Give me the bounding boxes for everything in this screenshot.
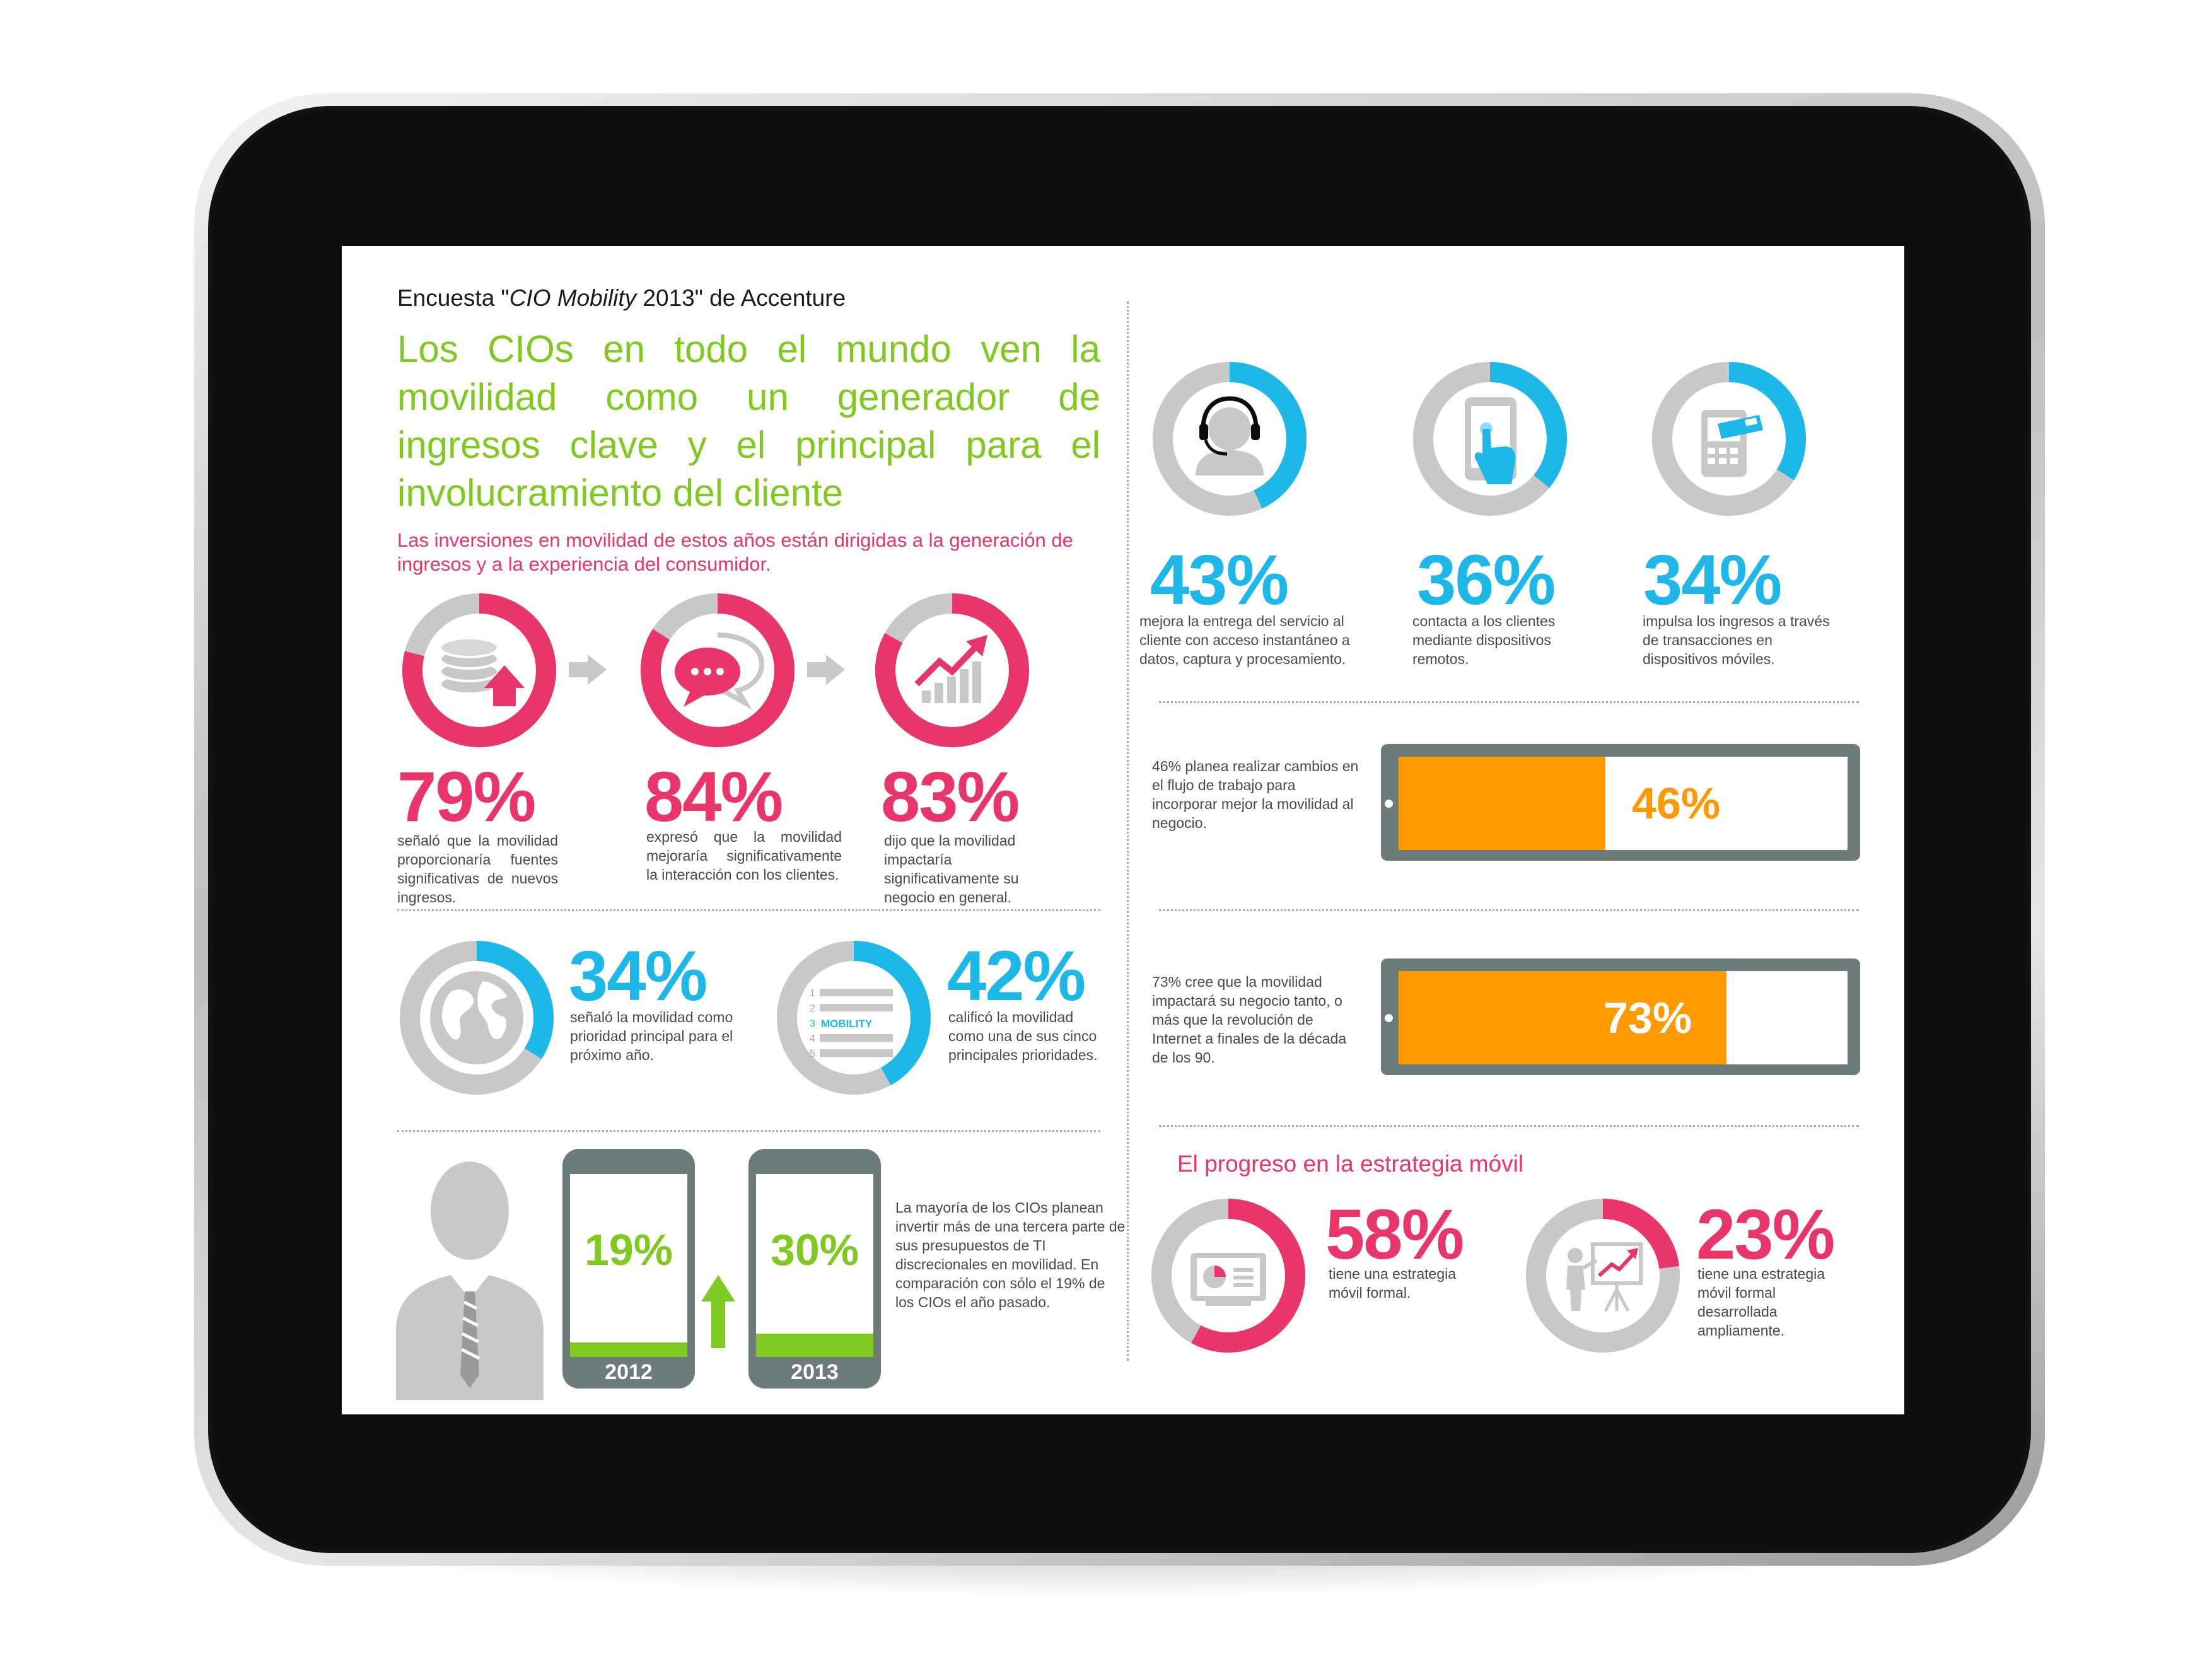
priority-text-2: calificó la movilidad como una de sus ci… bbox=[948, 1009, 1098, 1063]
svg-text:1: 1 bbox=[810, 988, 815, 999]
growth-chart-icon bbox=[914, 635, 987, 703]
customer-text-1: mejora la entrega del servicio al client… bbox=[1139, 613, 1350, 667]
battery-text-1: 46% planea realizar cambios en el flujo … bbox=[1152, 758, 1359, 831]
phone-2012-pct: 19% bbox=[584, 1225, 673, 1274]
priority-text-1: señaló la movilidad como prioridad princ… bbox=[570, 1009, 733, 1063]
customer-text-2: contacta a los clientes mediante disposi… bbox=[1412, 613, 1556, 667]
customer-ring-3 bbox=[1648, 358, 1810, 520]
customer-text-3: impulsa los ingresos a través de transac… bbox=[1643, 613, 1830, 667]
phone-2012-bar bbox=[570, 1342, 687, 1357]
strategy-text-2: tiene una estrategia móvil formal desarr… bbox=[1697, 1266, 1825, 1339]
flow-arrow-1-shaft bbox=[569, 662, 590, 677]
revenue-text-2: expresó que la movilidad mejoraría signi… bbox=[646, 829, 842, 883]
strategy-ring-1 bbox=[1148, 1195, 1309, 1356]
globe-icon bbox=[430, 971, 523, 1064]
battery-46: 46% bbox=[1381, 744, 1860, 861]
chat-bubbles-icon bbox=[675, 632, 765, 710]
battery-46-fill bbox=[1399, 757, 1605, 850]
customer-pct-3: 34% bbox=[1643, 540, 1782, 619]
strategy-pct-1: 58% bbox=[1325, 1195, 1464, 1274]
headline: Los CIOs en todo el mundo ven la movilid… bbox=[397, 328, 1100, 514]
revenue-pct-2: 84% bbox=[644, 757, 783, 836]
flow-arrow-2 bbox=[826, 655, 845, 685]
budget-text: La mayoría de los CIOs planean invertir … bbox=[895, 1199, 1126, 1310]
headset-agent-icon bbox=[1196, 396, 1264, 475]
presenter-chart-icon bbox=[1566, 1242, 1643, 1312]
priority-ring-1 bbox=[396, 937, 557, 1098]
flow-arrow-1 bbox=[588, 655, 607, 685]
customer-ring-2 bbox=[1409, 358, 1571, 520]
touch-phone-icon bbox=[1465, 397, 1516, 484]
customer-pct-1: 43% bbox=[1150, 540, 1289, 619]
revenue-text-3: dijo que la movilidad impactaría signifi… bbox=[884, 832, 1019, 906]
customer-pct-2: 36% bbox=[1417, 540, 1556, 619]
subhead: Las inversiones en movilidad de estos añ… bbox=[397, 529, 1073, 575]
mobile-payment-icon bbox=[1701, 410, 1763, 477]
battery-73-nub bbox=[1385, 1014, 1393, 1022]
flow-arrow-2-shaft bbox=[807, 662, 829, 677]
revenue-pct-3: 83% bbox=[881, 757, 1020, 836]
divider-left-1 bbox=[397, 909, 1100, 911]
coins-up-icon bbox=[439, 637, 525, 706]
revenue-pct-1: 79% bbox=[397, 757, 536, 836]
phone-2013: 30% 2013 bbox=[748, 1149, 881, 1389]
revenue-ring-3 bbox=[871, 590, 1033, 751]
phone-2012-year: 2012 bbox=[605, 1360, 653, 1384]
battery-73-pct: 73% bbox=[1604, 993, 1692, 1042]
priority-pct-2: 42% bbox=[947, 936, 1086, 1015]
strategy-ring-2 bbox=[1522, 1195, 1684, 1356]
battery-46-pct: 46% bbox=[1632, 779, 1721, 828]
strategy-title: El progreso en la estrategia móvil bbox=[1177, 1151, 1524, 1177]
priority-list-icon: 1 2 3 4 5 MOBILITY bbox=[810, 988, 893, 1059]
priority-pct-1: 34% bbox=[569, 936, 707, 1015]
divider-right-1 bbox=[1159, 701, 1859, 703]
divider-right-2 bbox=[1159, 909, 1859, 911]
battery-46-nub bbox=[1385, 800, 1393, 808]
infographic-screen: Encuesta "CIO Mobility 2013" de Accentur… bbox=[342, 246, 1904, 1414]
divider-right-3 bbox=[1159, 1125, 1859, 1127]
battery-73: 73% bbox=[1381, 958, 1860, 1075]
revenue-ring-2 bbox=[637, 590, 798, 751]
businessman-icon bbox=[396, 1162, 544, 1400]
phone-2013-pct: 30% bbox=[770, 1225, 859, 1274]
svg-text:5: 5 bbox=[810, 1049, 815, 1059]
customer-ring-1 bbox=[1149, 358, 1310, 520]
strategy-text-1: tiene una estrategia móvil formal. bbox=[1329, 1266, 1457, 1301]
divider-left-2 bbox=[397, 1130, 1100, 1132]
svg-text:MOBILITY: MOBILITY bbox=[821, 1018, 873, 1030]
phone-2012: 19% 2012 bbox=[562, 1149, 695, 1389]
survey-kicker: Encuesta "CIO Mobility 2013" de Accentur… bbox=[397, 285, 846, 311]
revenue-text-1: señaló que la movilidad proporcionaría f… bbox=[397, 832, 558, 906]
revenue-ring-1 bbox=[399, 590, 560, 751]
svg-text:3: 3 bbox=[810, 1018, 815, 1029]
phone-2013-bar bbox=[756, 1334, 873, 1357]
priority-ring-2: 1 2 3 4 5 MOBILITY bbox=[773, 937, 934, 1098]
battery-73-fill bbox=[1399, 971, 1726, 1064]
phone-2013-year: 2013 bbox=[791, 1360, 839, 1384]
svg-text:2: 2 bbox=[810, 1003, 815, 1014]
presentation-screen-icon bbox=[1190, 1253, 1266, 1306]
svg-text:4: 4 bbox=[810, 1034, 815, 1044]
column-divider bbox=[1127, 301, 1129, 1361]
battery-text-2: 73% cree que la movilidad impactará su n… bbox=[1152, 974, 1347, 1066]
increase-arrow-icon bbox=[701, 1275, 735, 1348]
strategy-pct-2: 23% bbox=[1696, 1195, 1835, 1274]
